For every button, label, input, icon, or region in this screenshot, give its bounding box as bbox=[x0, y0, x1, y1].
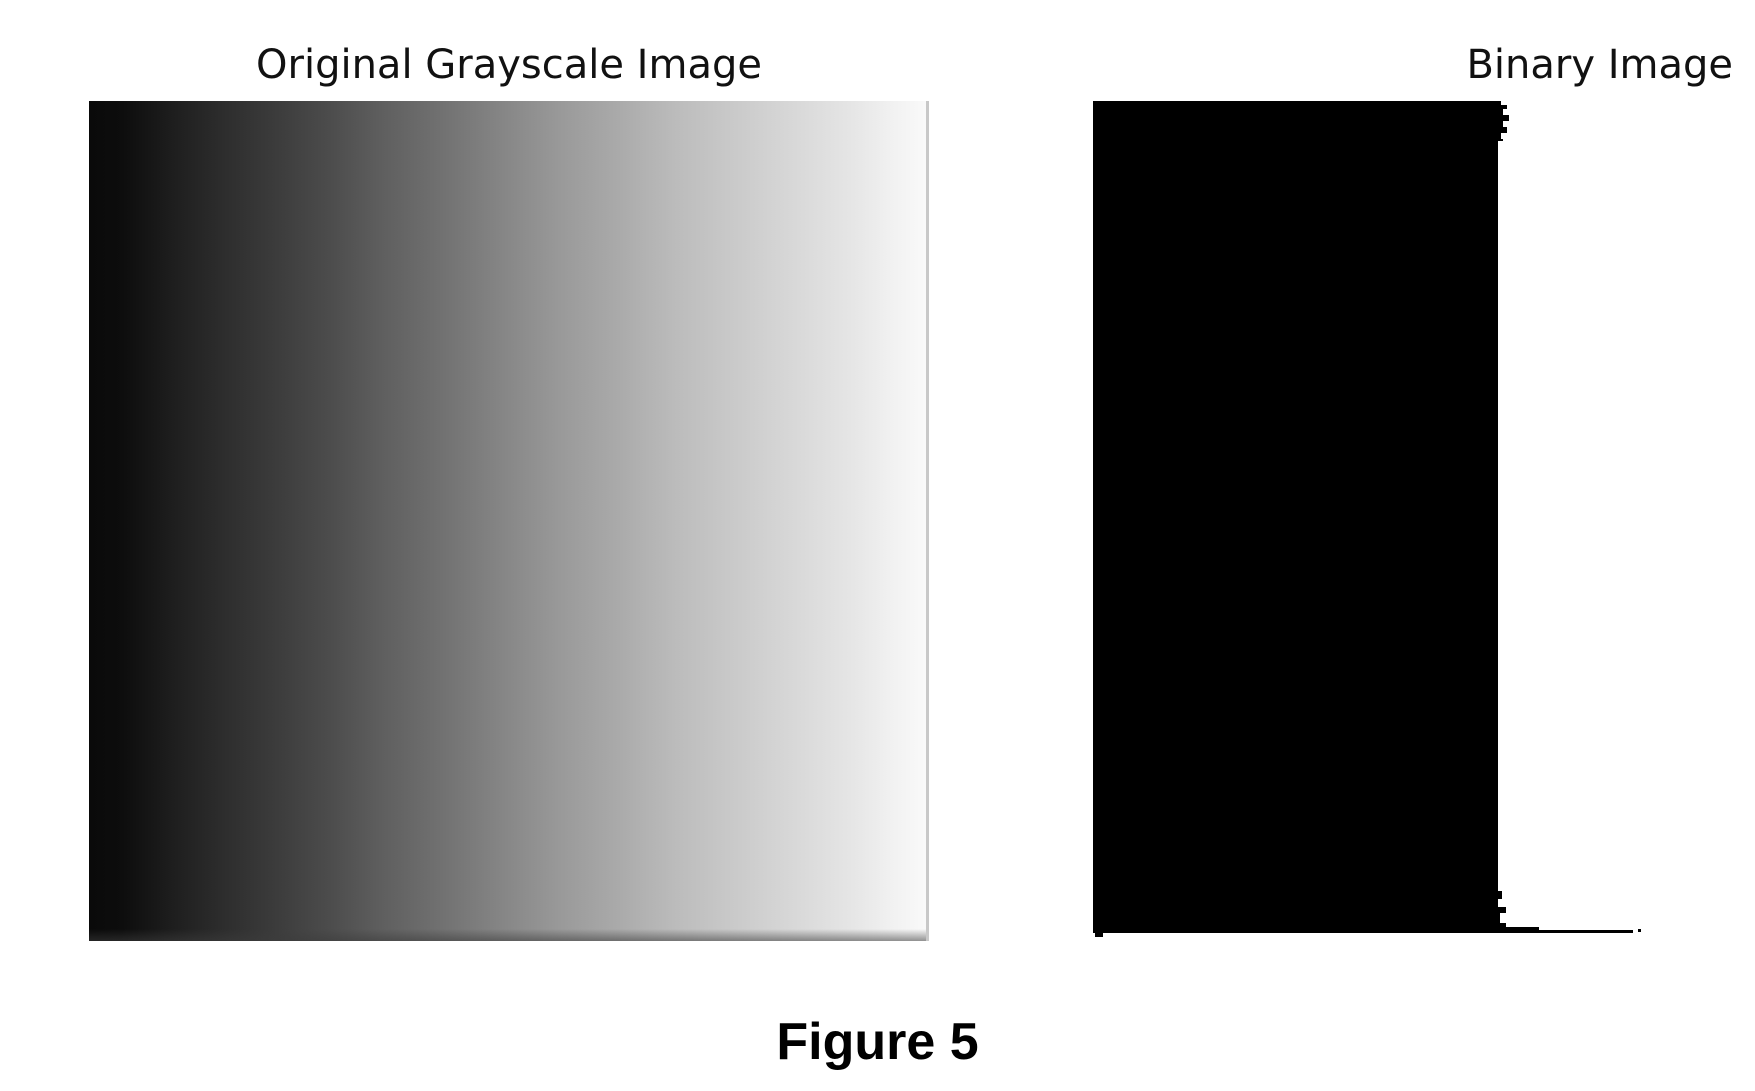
binary-speck bbox=[1638, 929, 1641, 932]
gradient-bottom-shadow bbox=[89, 929, 929, 941]
grayscale-gradient-image bbox=[89, 101, 929, 941]
binary-panel-title: Binary Image bbox=[1466, 42, 1733, 88]
figure-caption: Figure 5 bbox=[776, 1013, 979, 1071]
grayscale-panel-title: Original Grayscale Image bbox=[256, 42, 762, 88]
binary-threshold-image bbox=[1093, 101, 1645, 941]
gradient-right-border bbox=[926, 101, 929, 941]
binary-bottom-notch bbox=[1095, 933, 1103, 937]
binary-black-region bbox=[1093, 101, 1633, 933]
binary-panel-title-wrapper: Binary Image bbox=[1093, 40, 1755, 90]
